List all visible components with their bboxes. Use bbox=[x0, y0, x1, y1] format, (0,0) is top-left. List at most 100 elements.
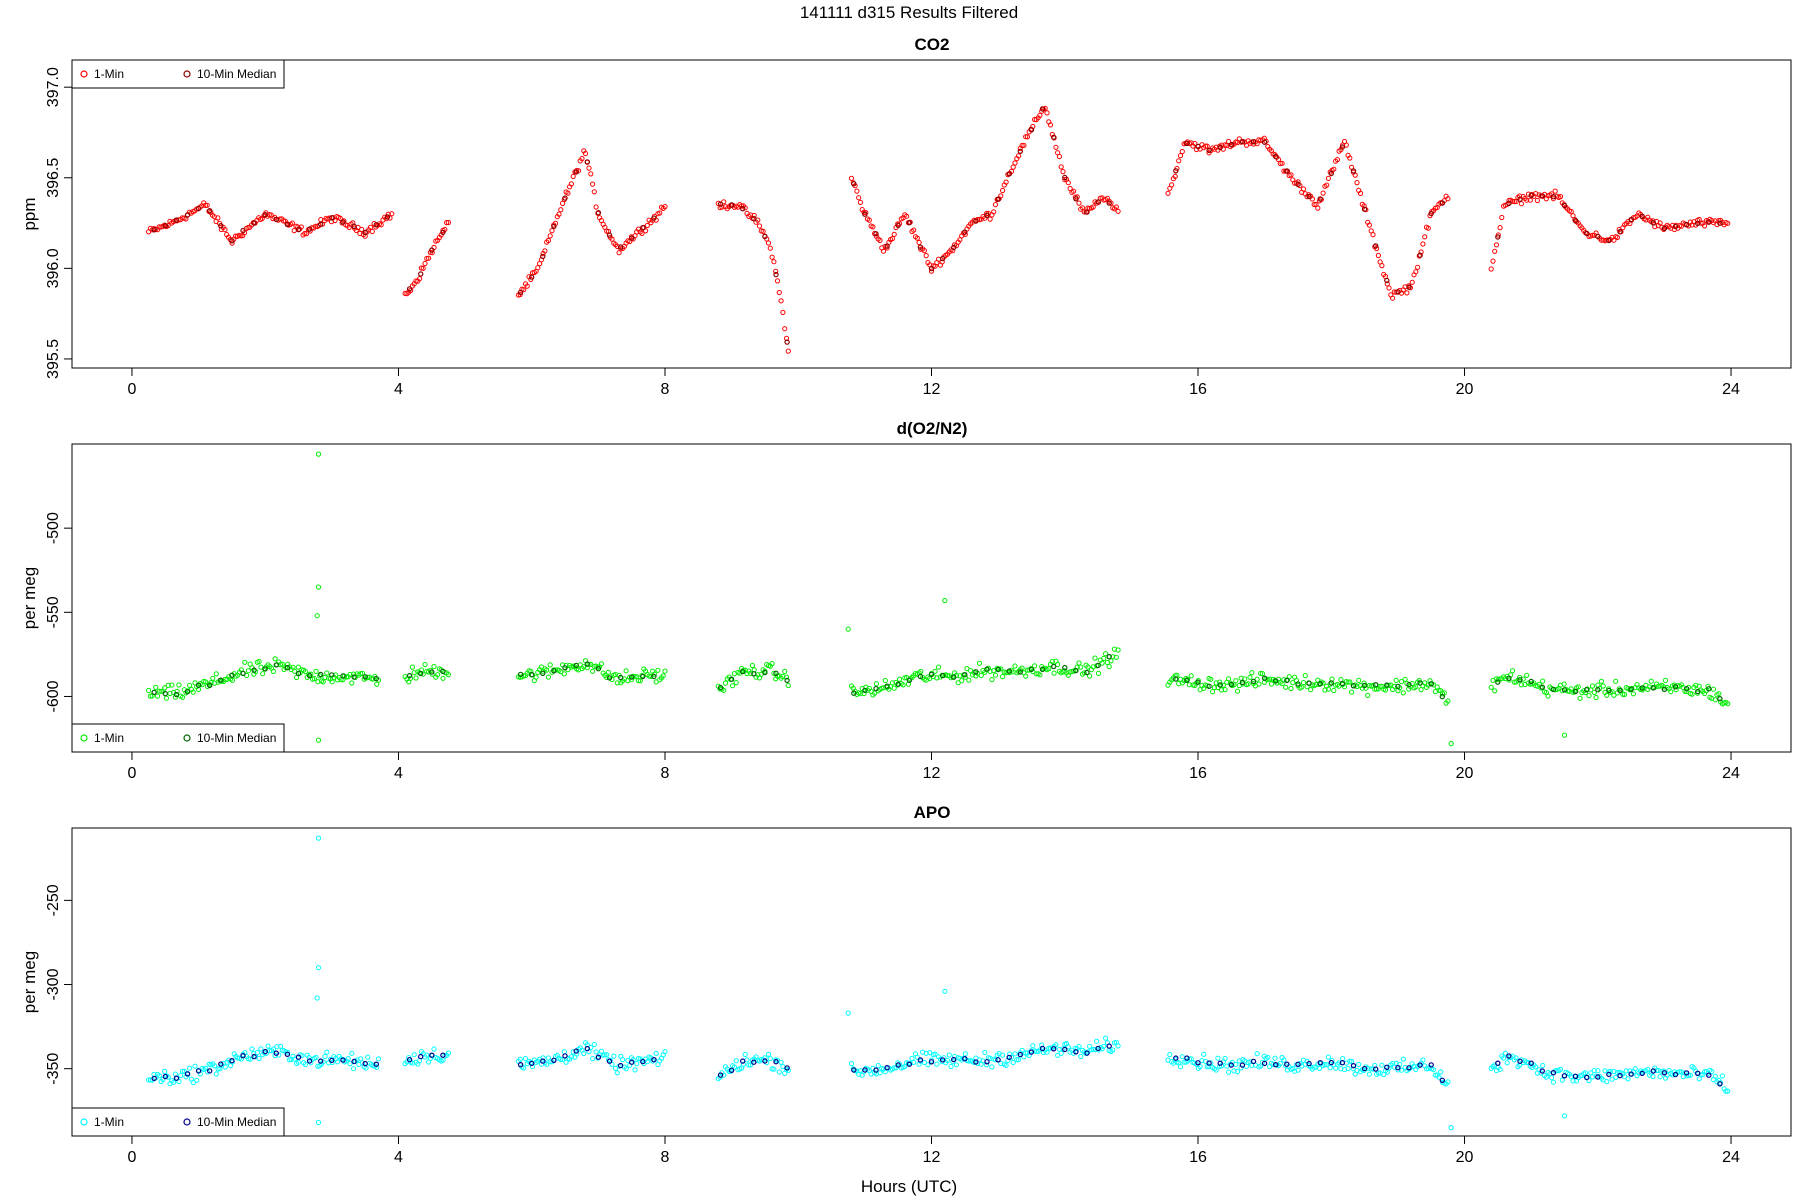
do2n2-point-1min bbox=[172, 694, 178, 700]
apo-y-tick-label: -300 bbox=[45, 968, 62, 1000]
apo-point-median bbox=[406, 1056, 413, 1063]
co2-point-median bbox=[284, 221, 291, 228]
apo-point-median bbox=[1028, 1049, 1035, 1055]
apo-point-median bbox=[218, 1061, 224, 1067]
apo-point-1min bbox=[593, 1049, 599, 1055]
co2-point-1min bbox=[570, 173, 576, 179]
do2n2-point-1min bbox=[547, 662, 553, 668]
do2n2-point-median bbox=[751, 671, 757, 677]
apo-point-median bbox=[184, 1071, 191, 1077]
do2n2-point-median bbox=[617, 674, 624, 681]
do2n2-point-median bbox=[1261, 675, 1268, 681]
apo-point-1min bbox=[1504, 1060, 1510, 1066]
apo-point-1min bbox=[574, 1051, 580, 1057]
co2-point-1min bbox=[756, 223, 763, 229]
apo-point-1min bbox=[358, 1056, 364, 1062]
co2-point-1min bbox=[545, 237, 552, 244]
do2n2-point-1min bbox=[154, 693, 161, 699]
do2n2-point-median bbox=[1350, 683, 1357, 689]
apo-point-1min bbox=[989, 1064, 995, 1070]
panel-do2n2-legend: 1-Min 10-Min Median bbox=[71, 723, 285, 753]
do2n2-point-median bbox=[1672, 684, 1679, 690]
do2n2-point-median bbox=[1694, 688, 1701, 695]
do2n2-point-median bbox=[1328, 680, 1335, 686]
co2-point-1min bbox=[1204, 143, 1210, 149]
apo-point-1min bbox=[1254, 1051, 1260, 1057]
co2-point-1min bbox=[1354, 180, 1360, 186]
co2-point-1min bbox=[568, 181, 575, 187]
apo-point-1min bbox=[1311, 1064, 1317, 1070]
co2-point-1min bbox=[992, 202, 999, 208]
apo-x-tick-label: 16 bbox=[1189, 1149, 1207, 1166]
co2-point-1min bbox=[644, 222, 650, 229]
apo-point-median bbox=[429, 1052, 435, 1058]
apo-point-1min bbox=[1019, 1047, 1025, 1054]
apo-point-1min bbox=[1431, 1067, 1437, 1073]
co2-point-median bbox=[151, 227, 157, 233]
apo-point-1min bbox=[1645, 1066, 1651, 1073]
apo-point-1min bbox=[1347, 1058, 1353, 1064]
co2-point-median bbox=[1417, 252, 1423, 258]
do2n2-point-1min bbox=[544, 667, 550, 673]
apo-point-1min bbox=[1366, 1071, 1373, 1077]
do2n2-point-1min bbox=[272, 656, 278, 662]
co2-point-1min bbox=[444, 220, 450, 226]
do2n2-point-median bbox=[1617, 687, 1623, 694]
do2n2-point-1min bbox=[1600, 683, 1606, 689]
co2-point-1min bbox=[767, 245, 773, 251]
do2n2-point-1min bbox=[146, 687, 152, 694]
apo-point-median bbox=[1650, 1068, 1657, 1074]
apo-point-1min bbox=[771, 1066, 777, 1072]
apo-point-median bbox=[1672, 1071, 1679, 1078]
do2n2-point-outlier bbox=[315, 584, 322, 590]
apo-point-1min bbox=[1398, 1067, 1405, 1073]
co2-point-1min bbox=[445, 219, 451, 226]
co2-point-median bbox=[1306, 193, 1312, 200]
do2n2-point-median bbox=[151, 689, 157, 696]
apo-point-median bbox=[1417, 1062, 1423, 1068]
apo-point-1min bbox=[778, 1059, 784, 1065]
do2n2-point-1min bbox=[1598, 678, 1605, 684]
do2n2-point-1min bbox=[210, 675, 216, 681]
apo-point-median bbox=[1084, 1050, 1090, 1056]
apo-point-1min bbox=[744, 1057, 750, 1063]
co2-point-1min bbox=[1016, 153, 1022, 159]
apo-point-1min bbox=[1234, 1069, 1241, 1075]
do2n2-point-1min bbox=[1689, 691, 1695, 697]
do2n2-point-1min bbox=[1226, 676, 1232, 682]
apo-point-median bbox=[1295, 1061, 1301, 1068]
do2n2-point-1min bbox=[1575, 684, 1581, 690]
co2-x-tick-label: 16 bbox=[1189, 381, 1207, 398]
apo-point-1min bbox=[662, 1049, 668, 1055]
do2n2-point-1min bbox=[1081, 670, 1087, 676]
apo-point-1min bbox=[1559, 1077, 1565, 1083]
co2-point-median bbox=[173, 217, 180, 223]
do2n2-point-1min bbox=[1591, 689, 1597, 696]
apo-point-1min bbox=[1000, 1052, 1006, 1058]
co2-point-1min bbox=[1420, 241, 1426, 247]
do2n2-point-median bbox=[1317, 681, 1323, 687]
do2n2-point-median bbox=[284, 665, 291, 671]
do2n2-point-median bbox=[939, 672, 946, 679]
co2-point-median bbox=[1606, 237, 1612, 244]
apo-point-1min bbox=[1201, 1051, 1207, 1057]
panel-apo-title: APO bbox=[914, 803, 951, 822]
do2n2-point-1min bbox=[1231, 682, 1237, 688]
do2n2-point-1min bbox=[190, 689, 196, 695]
co2-point-median bbox=[206, 207, 213, 214]
apo-point-1min bbox=[982, 1049, 988, 1056]
apo-point-1min bbox=[934, 1061, 940, 1067]
apo-point-median bbox=[784, 1065, 790, 1071]
co2-point-median bbox=[984, 212, 990, 218]
panel-apo-ticks: 0 4 8 12 16 20 24 -350 -300 -250 bbox=[45, 884, 1740, 1166]
co2-point-1min bbox=[1375, 252, 1382, 259]
do2n2-point-1min bbox=[1186, 682, 1193, 688]
co2-point-1min bbox=[1445, 196, 1451, 202]
do2n2-point-1min bbox=[1208, 676, 1214, 682]
do2n2-point-1min bbox=[1611, 692, 1617, 698]
do2n2-point-1min bbox=[783, 674, 790, 680]
apo-point-1min bbox=[156, 1073, 162, 1079]
apo-point-1min bbox=[1438, 1069, 1444, 1075]
do2n2-point-1min bbox=[1005, 669, 1011, 676]
co2-point-median bbox=[1228, 141, 1235, 148]
